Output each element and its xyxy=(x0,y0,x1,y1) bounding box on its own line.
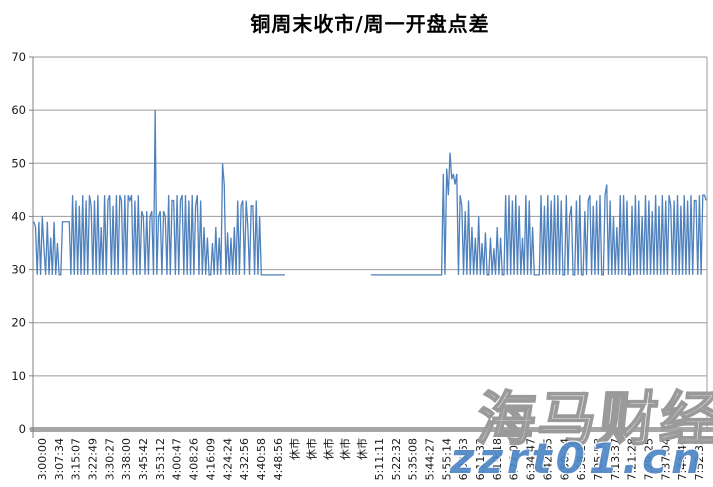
watermark-url: zzrt01.cn xyxy=(450,434,705,483)
x-axis-label: 休市 xyxy=(288,438,302,460)
x-axis-label: 休市 xyxy=(338,438,352,460)
x-axis-band xyxy=(30,427,713,432)
x-axis-label: 3:22:49 xyxy=(86,438,99,480)
y-axis-label: 70 xyxy=(11,50,26,64)
x-axis-label: 7:05:58 xyxy=(592,438,605,480)
x-axis-label: 4:16:09 xyxy=(204,438,217,480)
x-axis-label: 6:58:16 xyxy=(575,438,588,480)
x-axis-label: 6:42:35 xyxy=(541,438,554,480)
x-axis-label: 6:19:18 xyxy=(491,438,504,480)
x-axis-label: 6:50:24 xyxy=(558,438,571,480)
x-axis-label: 6:03:53 xyxy=(457,438,470,480)
x-axis-label: 7:13:37 xyxy=(609,438,622,480)
x-axis-label: 5:35:08 xyxy=(407,438,420,480)
y-axis-label: 30 xyxy=(11,263,26,277)
x-axis-label: 休市 xyxy=(355,438,369,460)
x-axis-label: 7:44:46 xyxy=(676,438,689,480)
x-axis-label: 4:40:58 xyxy=(255,438,268,480)
x-axis-label: 4:08:26 xyxy=(188,438,201,480)
y-axis-label: 60 xyxy=(11,103,26,117)
x-axis-label: 7:37:04 xyxy=(659,438,672,480)
x-axis-label: 7:52:33 xyxy=(693,438,706,480)
x-axis-label: 4:48:56 xyxy=(272,438,285,480)
x-axis-label: 3:45:42 xyxy=(137,438,150,480)
x-axis-label: 3:53:12 xyxy=(154,438,167,480)
x-axis-label: 5:44:27 xyxy=(423,438,436,480)
x-axis-label: 4:24:24 xyxy=(221,438,234,480)
x-axis-label: 4:32:56 xyxy=(238,438,251,480)
x-axis-label: 休市 xyxy=(321,438,335,460)
y-axis-label: 0 xyxy=(19,422,26,436)
y-axis-label: 40 xyxy=(11,209,26,223)
x-axis-label: 3:38:00 xyxy=(120,438,133,480)
x-axis-label: 3:00:00 xyxy=(36,438,49,480)
x-axis-label: 5:55:14 xyxy=(440,438,453,480)
y-axis-label: 50 xyxy=(11,156,26,170)
x-axis-label: 休市 xyxy=(305,438,319,460)
x-axis-label: 4:00:47 xyxy=(171,438,184,480)
chart-title: 铜周末收市/周一开盘点差 xyxy=(250,12,490,36)
x-axis-label: 3:15:07 xyxy=(70,438,83,480)
x-axis-label: 6:11:33 xyxy=(474,438,487,480)
x-axis-label: 5:22:32 xyxy=(390,438,403,480)
x-axis-label: 6:27:01 xyxy=(508,438,521,480)
series-line xyxy=(33,110,707,276)
x-axis-label: 3:30:27 xyxy=(103,438,116,480)
x-axis-label: 6:34:47 xyxy=(525,438,538,480)
x-axis-label: 5:11:11 xyxy=(373,438,386,480)
y-axis-label: 10 xyxy=(11,369,26,383)
x-axis-label: 3:07:34 xyxy=(53,438,66,480)
y-axis-label: 20 xyxy=(11,316,26,330)
x-axis-label: 7:21:28 xyxy=(626,438,639,480)
x-axis-label: 7:29:25 xyxy=(643,438,656,480)
